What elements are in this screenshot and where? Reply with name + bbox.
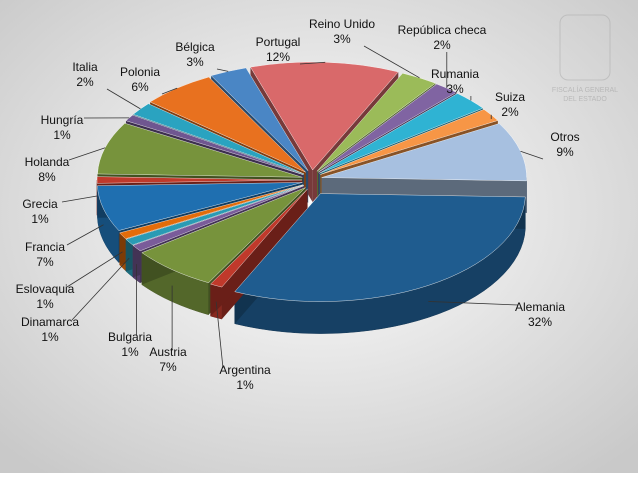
category-label: Francia (25, 240, 65, 254)
category-label: Austria (149, 345, 187, 359)
value-label: 1% (121, 345, 139, 359)
value-label: 2% (501, 105, 519, 119)
value-label: 7% (36, 255, 54, 269)
category-label: Bulgaria (108, 330, 152, 344)
category-label: Suiza (495, 90, 525, 104)
category-label: Polonia (120, 65, 160, 79)
category-label: Italia (72, 60, 98, 74)
category-label: República checa (398, 23, 487, 37)
value-label: 2% (433, 38, 451, 52)
value-label: 7% (159, 360, 177, 374)
value-label: 3% (186, 55, 204, 69)
category-label: Grecia (22, 197, 58, 211)
value-label: 1% (53, 128, 71, 142)
value-label: 1% (36, 297, 54, 311)
value-label: 6% (131, 80, 149, 94)
value-label: 1% (41, 330, 59, 344)
logo-text: FISCALÍA GENERAL (552, 85, 618, 94)
category-label: Otros (550, 130, 579, 144)
value-label: 9% (556, 145, 574, 159)
category-label: Holanda (25, 155, 70, 169)
category-label: Eslovaquia (16, 282, 75, 296)
category-label: Argentina (219, 363, 271, 377)
value-label: 1% (31, 212, 49, 226)
category-label: Portugal (256, 35, 301, 49)
value-label: 3% (333, 32, 351, 46)
value-label: 2% (76, 75, 94, 89)
category-label: Alemania (515, 300, 565, 314)
value-label: 8% (38, 170, 56, 184)
category-label: Dinamarca (21, 315, 79, 329)
value-label: 1% (236, 378, 254, 392)
category-label: Bélgica (175, 40, 215, 54)
category-label: Rumania (431, 67, 479, 81)
value-label: 12% (266, 50, 290, 64)
logo-text: DEL ESTADO (563, 96, 607, 103)
value-label: 3% (446, 82, 464, 96)
value-label: 32% (528, 315, 552, 329)
category-label: Reino Unido (309, 17, 375, 31)
category-label: Hungría (41, 113, 84, 127)
